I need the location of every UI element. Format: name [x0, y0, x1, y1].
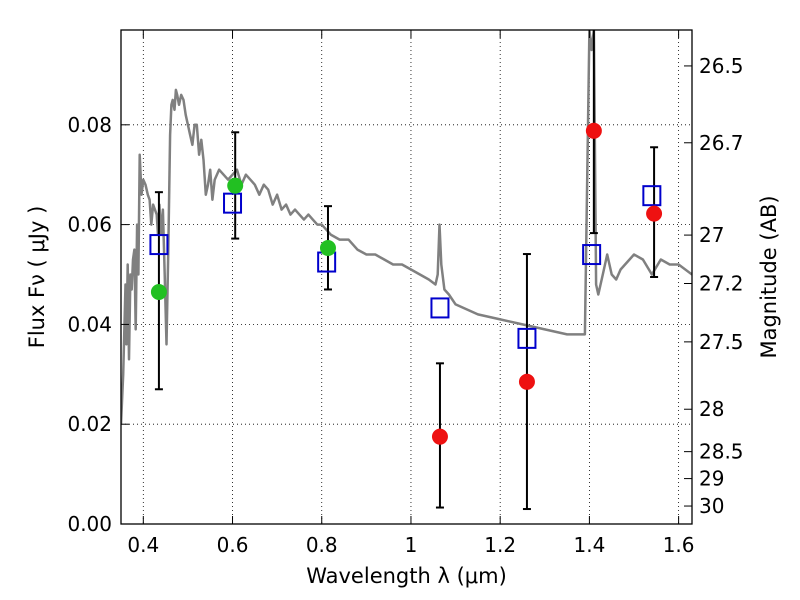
- x-tick-label: 0.8: [306, 533, 338, 557]
- data-layer: [121, 30, 692, 511]
- model-flux-square: [223, 192, 243, 214]
- y-tick-label: 0.08: [67, 113, 112, 137]
- right-tick-label: 26.5: [699, 54, 744, 78]
- x-tick-label: 1.2: [484, 533, 516, 557]
- model-flux-square: [582, 244, 602, 266]
- observed-flux-point: [319, 240, 336, 257]
- model-flux-square: [642, 185, 662, 207]
- plot-area: [121, 30, 692, 511]
- observed-flux-point: [227, 177, 244, 194]
- right-tick-label: 26.7: [699, 131, 744, 155]
- right-tick-label: 27.2: [699, 271, 744, 295]
- right-tick-label: 29: [699, 467, 724, 491]
- grid-lines: [121, 30, 692, 525]
- x-axis-label: Wavelength λ (μm): [306, 564, 507, 588]
- observed-flux-point: [585, 122, 602, 139]
- right-tick-label: 30: [699, 494, 724, 518]
- y-tick-label: 0.00: [67, 512, 112, 536]
- right-tick-label: 27: [699, 223, 724, 247]
- y-axis-label: Flux Fν ( μJy ): [25, 206, 49, 349]
- right-tick-label: 28: [699, 397, 724, 421]
- right-tick-label: 27.5: [699, 330, 744, 354]
- y-tick-label: 0.02: [67, 412, 112, 436]
- observed-flux-point: [518, 373, 535, 390]
- y-tick-label: 0.06: [67, 213, 112, 237]
- model-flux-square: [149, 234, 169, 256]
- model-flux-square: [430, 297, 450, 319]
- observed-flux-point: [150, 283, 167, 300]
- x-tick-label: 1.4: [573, 533, 605, 557]
- model-flux-square: [517, 327, 537, 349]
- right-axis-label: Magnitude (AB): [757, 195, 781, 358]
- plot-frame: [120, 29, 693, 525]
- axis-ticks: 0.4 0.6 0.8 1 1.2 1.4 1.6 0.00 0.02 0.04 0.06 0.08 2…: [67, 30, 744, 557]
- right-tick-label: 28.5: [699, 440, 744, 464]
- x-tick-label: 1.6: [663, 533, 695, 557]
- observed-flux-point: [646, 205, 663, 222]
- y-tick-label: 0.04: [67, 312, 112, 336]
- x-tick-label: 0.6: [217, 533, 249, 557]
- x-tick-label: 1: [405, 533, 418, 557]
- model-spectrum-line: [121, 30, 692, 425]
- x-tick-label: 0.4: [127, 533, 159, 557]
- observed-flux-point: [431, 428, 448, 445]
